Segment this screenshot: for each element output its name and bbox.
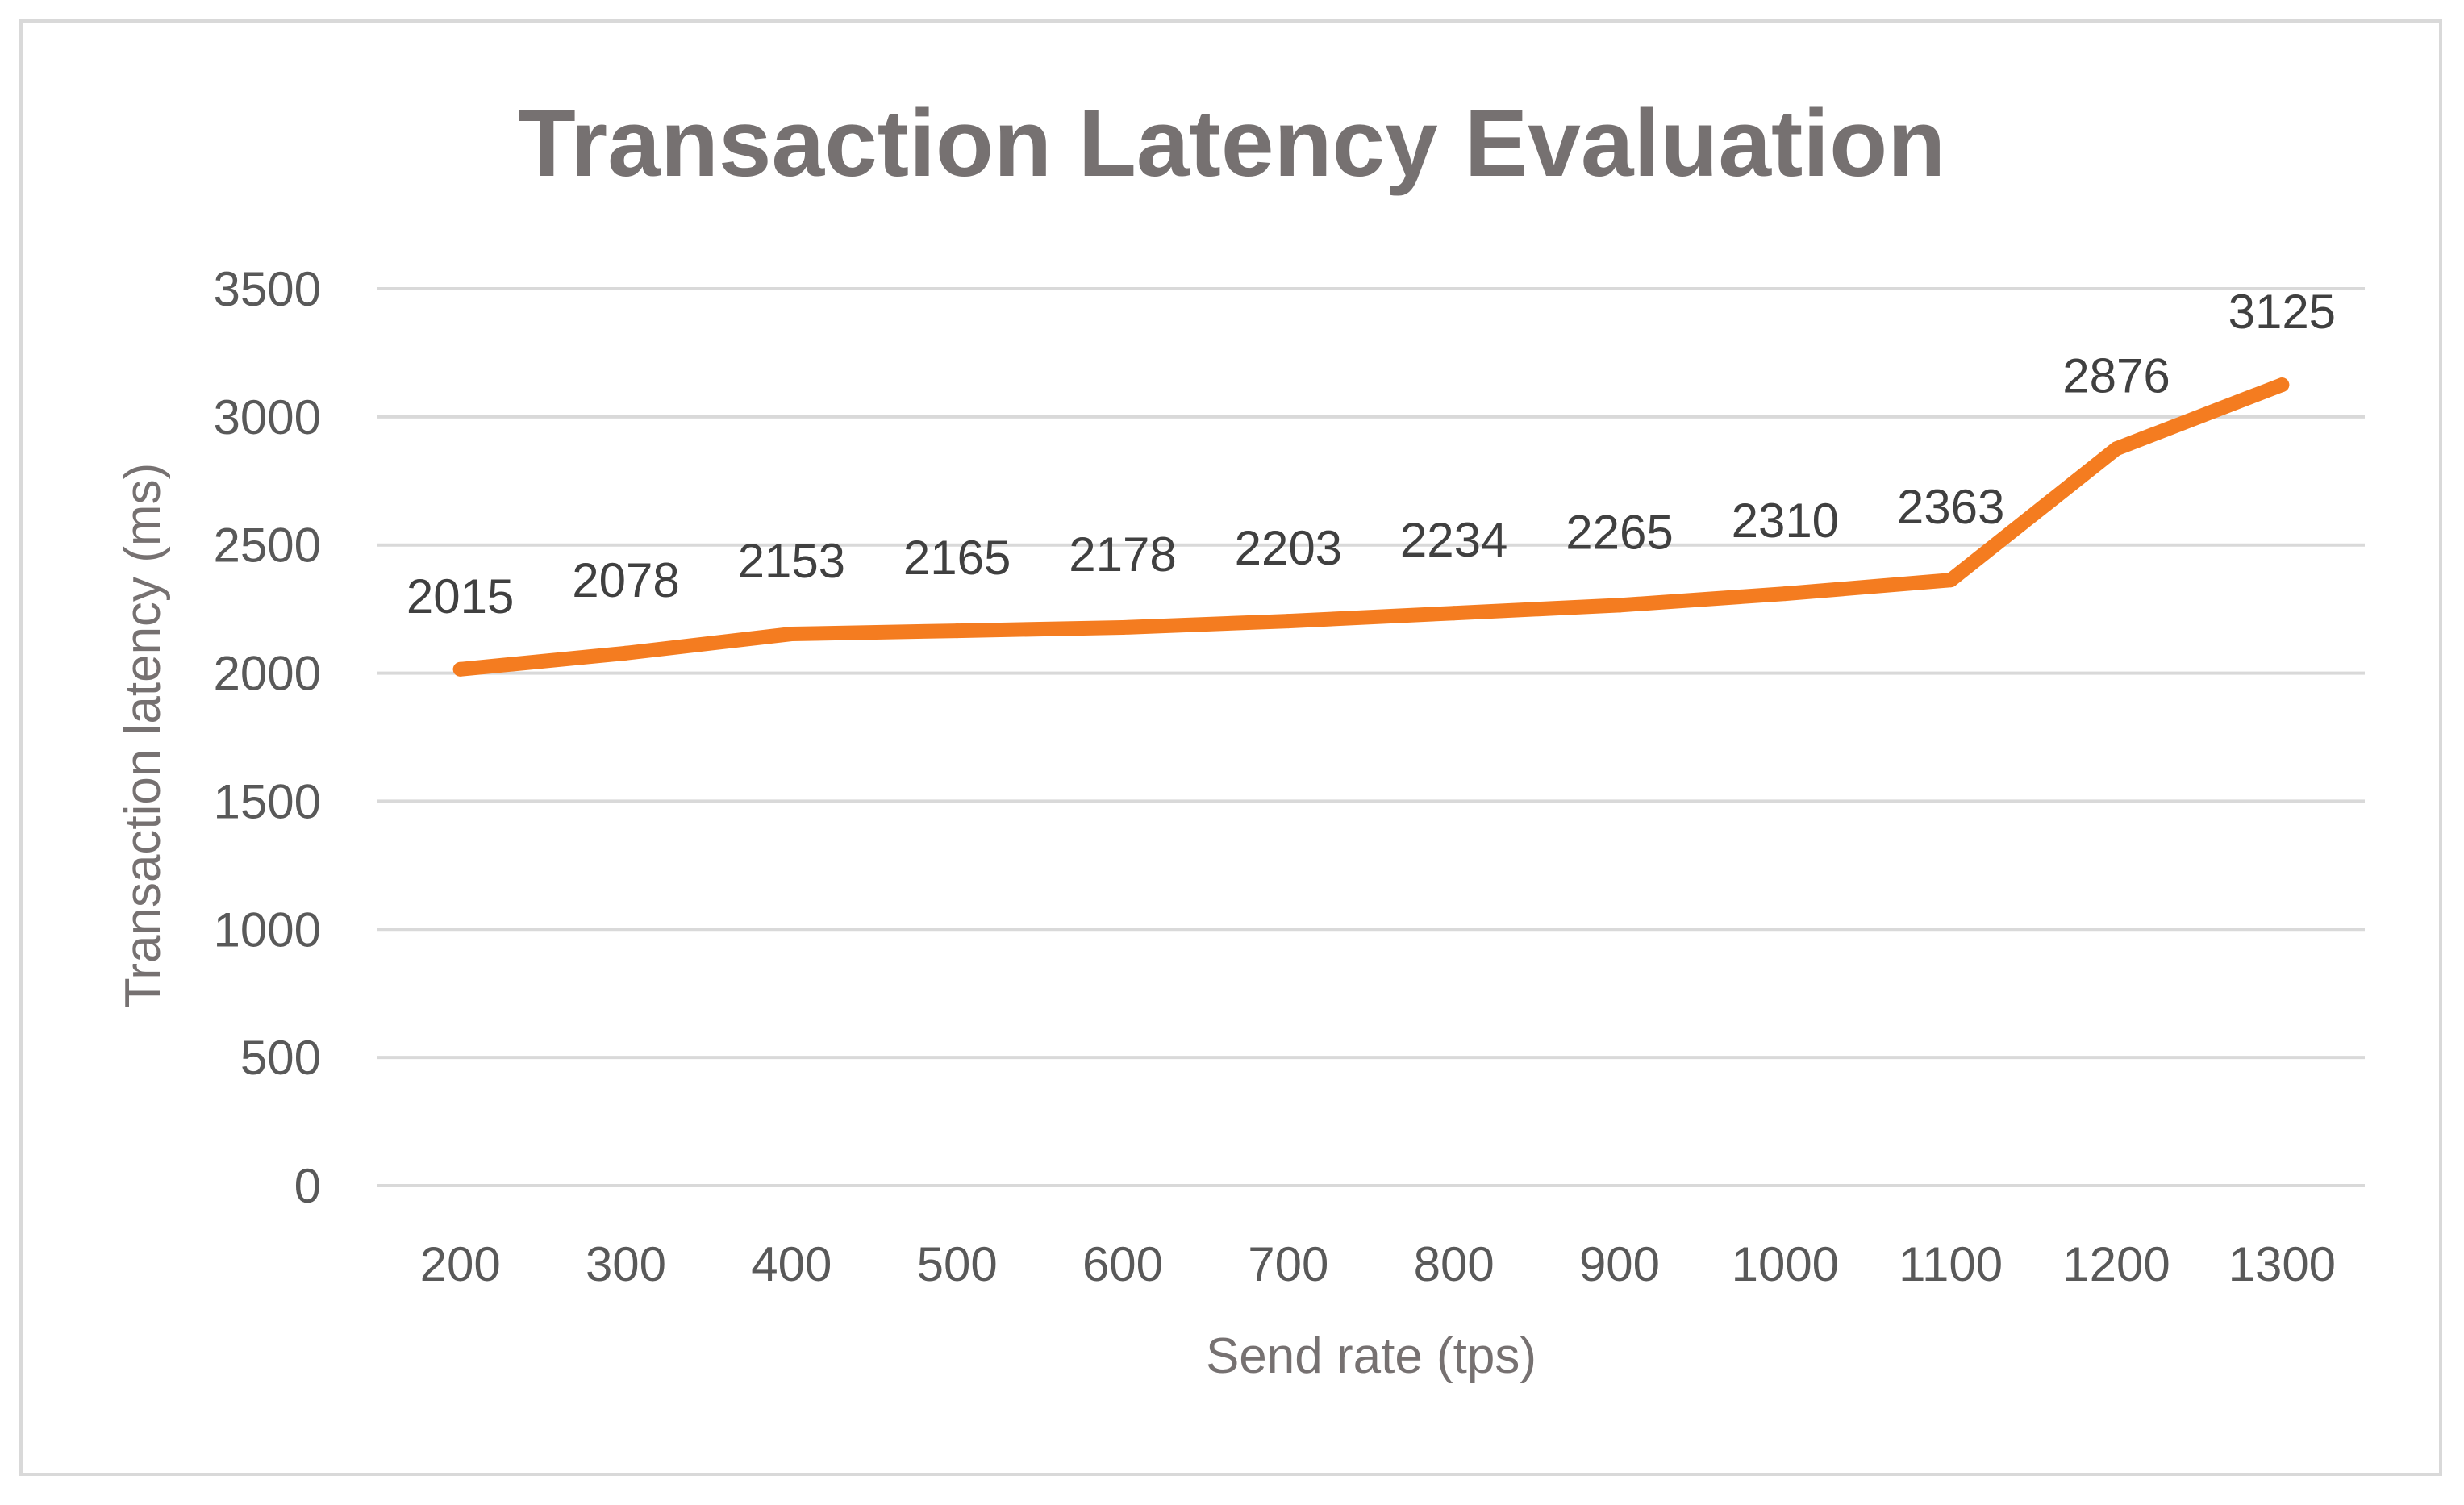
data-label: 2310 bbox=[1732, 494, 1839, 548]
data-point bbox=[1446, 606, 1461, 621]
x-tick-label: 400 bbox=[751, 1237, 832, 1291]
data-label: 2165 bbox=[903, 531, 1011, 585]
y-tick-label: 2500 bbox=[214, 519, 321, 573]
data-labels: 2015 2078 2153 2165 2178 2203 2234 2265 2310 2363… bbox=[406, 285, 2336, 623]
data-point bbox=[619, 645, 633, 661]
y-tick-label: 3000 bbox=[214, 390, 321, 444]
x-tick-label: 500 bbox=[917, 1237, 998, 1291]
y-tick-label: 3500 bbox=[214, 262, 321, 316]
data-point bbox=[1943, 573, 1958, 588]
y-tick-label: 1500 bbox=[214, 774, 321, 828]
data-label: 2265 bbox=[1566, 505, 1673, 559]
y-axis-ticks: 0 500 1000 1500 2000 2500 3000 3500 bbox=[214, 262, 321, 1213]
data-point bbox=[1281, 614, 1296, 629]
x-tick-label: 600 bbox=[1082, 1237, 1163, 1291]
y-tick-label: 0 bbox=[294, 1159, 321, 1213]
chart-frame bbox=[19, 19, 2442, 1476]
data-point bbox=[1115, 620, 1130, 636]
series-line bbox=[452, 377, 2290, 677]
x-tick-label: 200 bbox=[420, 1237, 501, 1291]
x-tick-label: 900 bbox=[1579, 1237, 1660, 1291]
data-label: 2153 bbox=[738, 534, 845, 588]
data-label: 2078 bbox=[572, 553, 679, 607]
x-tick-label: 800 bbox=[1414, 1237, 1495, 1291]
x-tick-label: 1100 bbox=[1899, 1237, 2003, 1291]
data-point bbox=[2109, 441, 2124, 457]
data-label: 3125 bbox=[2228, 285, 2336, 339]
y-tick-label: 1000 bbox=[214, 903, 321, 957]
chart-title: Transaction Latency Evaluation bbox=[518, 90, 1946, 197]
x-tick-label: 300 bbox=[586, 1237, 666, 1291]
data-point bbox=[1612, 598, 1627, 613]
data-label: 2178 bbox=[1069, 527, 1176, 582]
x-tick-label: 1300 bbox=[2228, 1237, 2336, 1291]
series-layer bbox=[452, 377, 2290, 677]
y-tick-label: 2000 bbox=[214, 647, 321, 701]
data-point bbox=[2274, 377, 2290, 393]
x-axis-title: Send rate (tps) bbox=[1206, 1328, 1536, 1384]
data-label: 2234 bbox=[1400, 513, 1507, 567]
x-tick-label: 1000 bbox=[1732, 1237, 1839, 1291]
data-point bbox=[1778, 586, 1793, 602]
x-axis-ticks: 200 300 400 500 600 700 800 900 1000 1100 1200 1300 bbox=[420, 1237, 2336, 1291]
data-label: 2015 bbox=[406, 569, 514, 623]
data-label: 2203 bbox=[1235, 521, 1342, 575]
data-point bbox=[452, 661, 468, 677]
data-label: 2876 bbox=[2062, 348, 2170, 402]
data-point bbox=[784, 626, 799, 641]
y-tick-label: 500 bbox=[240, 1031, 321, 1085]
data-point bbox=[949, 623, 965, 639]
x-tick-label: 700 bbox=[1248, 1237, 1328, 1291]
x-tick-label: 1200 bbox=[2062, 1237, 2170, 1291]
y-axis-title: Transaction latency (ms) bbox=[115, 463, 171, 1008]
data-label: 2363 bbox=[1897, 480, 2004, 534]
gridlines bbox=[377, 287, 2365, 1187]
